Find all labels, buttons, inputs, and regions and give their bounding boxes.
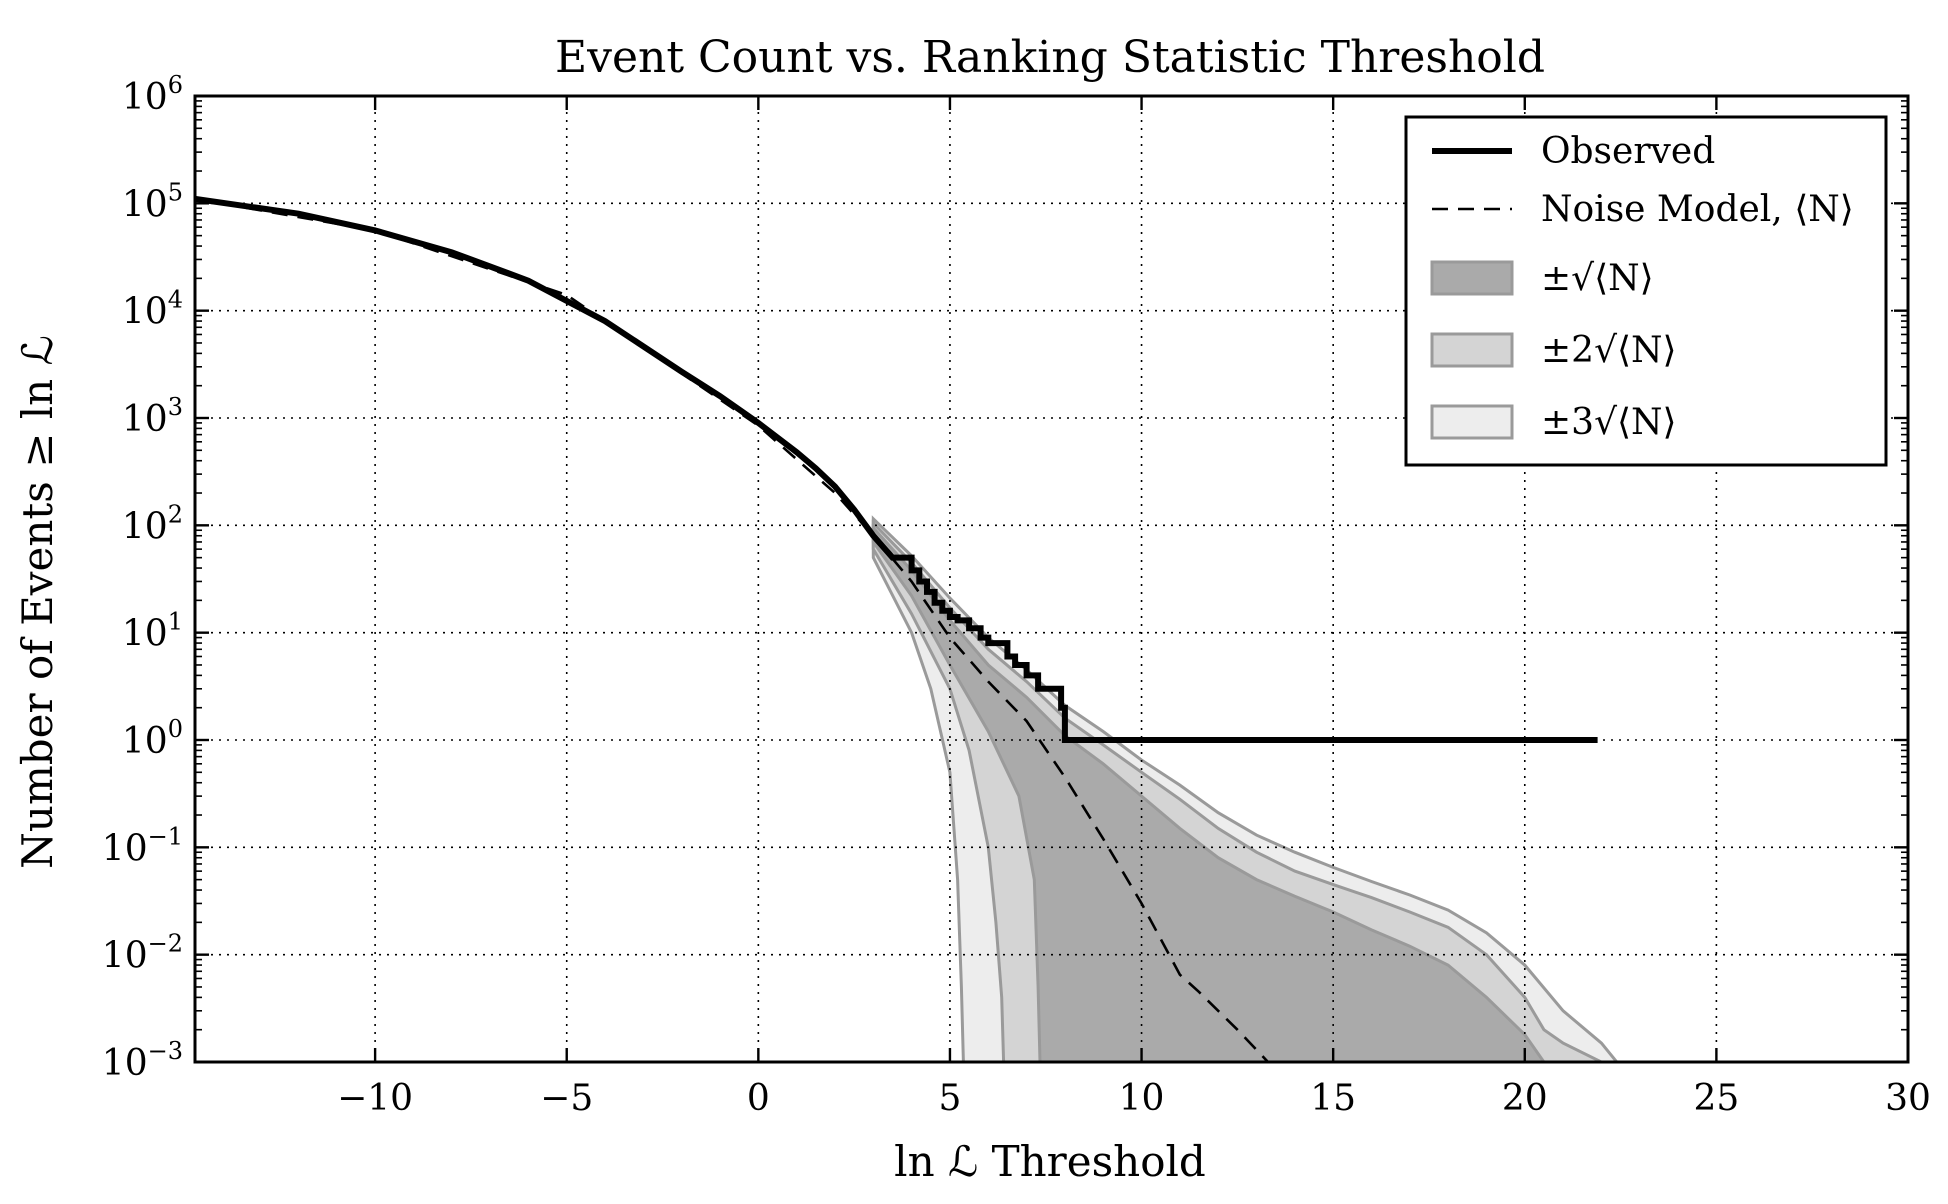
x-tick-label: 30 <box>1885 1078 1931 1119</box>
series-observed <box>195 195 1598 743</box>
legend-handle-band-2 <box>1430 332 1514 368</box>
legend-handle-band-3 <box>1430 404 1514 440</box>
plot-border <box>193 94 1910 1064</box>
legend-label-0: Observed <box>1541 131 1715 172</box>
series-layer <box>195 195 1598 1062</box>
x-tick-label: 0 <box>747 1078 770 1119</box>
band-1sigma <box>871 523 1546 1062</box>
x-tick-label: 15 <box>1310 1078 1356 1119</box>
x-tick-label: 20 <box>1502 1078 1548 1119</box>
y-tick-label: 100 <box>122 715 183 762</box>
y-tick-label: 106 <box>122 71 183 118</box>
x-axis-title: ln ℒ Threshold <box>894 1137 1206 1186</box>
legend-label-3: ±2√⟨N⟩ <box>1541 330 1677 371</box>
x-tick-label: 5 <box>938 1078 961 1119</box>
x-tick-label: 10 <box>1119 1078 1165 1119</box>
y-axis-title: Number of Events ≥ ln ℒ <box>13 335 62 869</box>
legend-label-4: ±3√⟨N⟩ <box>1541 402 1677 443</box>
y-tick-label: 10−2 <box>102 930 183 977</box>
y-tick-label: 105 <box>122 178 183 225</box>
x-tick-label: 25 <box>1693 1078 1739 1119</box>
series-noise-model <box>195 197 1269 1062</box>
y-axis-ticks: 10−3 10−2 10−1 100 101 102 103 104 105 106 <box>102 71 1908 1084</box>
chart-title: Event Count vs. Ranking Statistic Thresh… <box>555 32 1545 83</box>
plot-frame <box>193 94 1910 1064</box>
y-tick-label: 101 <box>122 608 183 655</box>
x-axis-ticks: −10 −5 0 5 10 15 20 25 30 <box>337 96 1931 1119</box>
bands-layer <box>871 515 1619 1062</box>
y-tick-label: 102 <box>122 500 183 547</box>
x-tick-label: −5 <box>540 1078 593 1119</box>
legend-label-2: ±√⟨N⟩ <box>1541 258 1654 299</box>
y-tick-label: 10−3 <box>102 1037 183 1084</box>
legend-handle-band-1 <box>1430 260 1514 296</box>
legend-label-1: Noise Model, ⟨N⟩ <box>1541 189 1854 230</box>
y-tick-label: 103 <box>122 393 183 440</box>
legend: Observed Noise Model, ⟨N⟩ ±√⟨N⟩ ±2√⟨N⟩ ±3√⟨N… <box>1404 115 1888 467</box>
y-tick-label: 104 <box>122 286 183 333</box>
y-tick-label: 10−1 <box>102 822 183 869</box>
x-tick-label: −10 <box>337 1078 413 1119</box>
